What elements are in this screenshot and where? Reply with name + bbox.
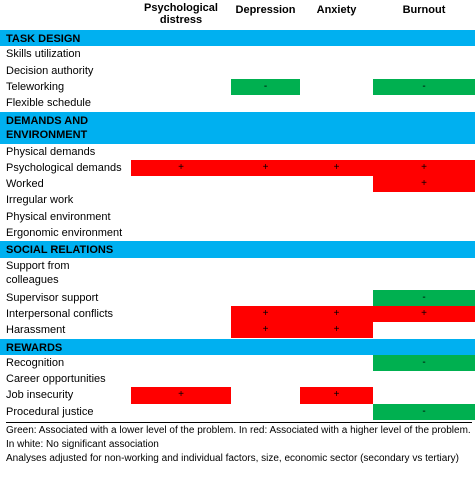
higher-level-cell: + bbox=[300, 387, 373, 404]
lower-level-cell: - bbox=[373, 78, 475, 96]
section-title: DEMANDS AND ENVIRONMENT bbox=[6, 114, 89, 141]
row-label: Skills utilization bbox=[6, 48, 81, 61]
higher-level-cell: + bbox=[373, 159, 475, 177]
lower-level-cell: - bbox=[231, 78, 300, 96]
section-title: SOCIAL RELATIONS bbox=[6, 244, 114, 257]
higher-level-cell: + bbox=[300, 322, 373, 339]
row-label: Procedural justice bbox=[6, 405, 94, 418]
row-label: Irregular work bbox=[6, 194, 74, 207]
table-row: Support from colleagues bbox=[0, 258, 475, 290]
row-label: Teleworking bbox=[6, 80, 65, 93]
header-row: Psychological distress Depression Anxiety B… bbox=[0, 0, 475, 28]
row-label: Physical environment bbox=[6, 210, 111, 223]
table-row: Supervisor support - bbox=[0, 289, 475, 306]
higher-level-cell: + bbox=[131, 387, 231, 404]
table-row: Physical environment bbox=[0, 209, 475, 225]
table-row: Skills utilization bbox=[0, 46, 475, 62]
table-row: Physical demands bbox=[0, 144, 475, 160]
table-row: Psychological demands + + + + bbox=[0, 159, 475, 177]
table-row: Irregular work bbox=[0, 192, 475, 208]
table-footer: Green: Associated with a lower level of … bbox=[6, 424, 472, 466]
higher-level-cell: + bbox=[300, 305, 373, 323]
row-label: Job insecurity bbox=[6, 389, 74, 402]
table-row: Flexible schedule bbox=[0, 95, 475, 111]
higher-level-cell: + bbox=[373, 305, 475, 323]
section-header: SOCIAL RELATIONS bbox=[0, 241, 475, 258]
higher-level-cell: + bbox=[231, 322, 300, 339]
row-label: Flexible schedule bbox=[6, 97, 91, 110]
lower-level-cell: - bbox=[373, 289, 475, 306]
footer-divider bbox=[6, 422, 472, 423]
section-header: DEMANDS AND ENVIRONMENT bbox=[0, 111, 475, 144]
row-label: Recognition bbox=[6, 356, 65, 369]
section-header: REWARDS bbox=[0, 338, 475, 355]
higher-level-cell: + bbox=[131, 159, 231, 177]
column-header: Anxiety bbox=[316, 4, 357, 16]
higher-level-cell: + bbox=[231, 305, 300, 323]
column-header: Depression bbox=[235, 4, 296, 16]
legend-text: Green: Associated with a lower level of … bbox=[6, 425, 471, 450]
row-label: Supervisor support bbox=[6, 291, 99, 304]
table-row: Decision authority bbox=[0, 63, 475, 79]
table-row: Procedural justice - bbox=[0, 403, 475, 420]
row-label: Psychological demands bbox=[6, 161, 122, 174]
section-title: TASK DESIGN bbox=[6, 33, 81, 45]
section-header: TASK DESIGN bbox=[0, 30, 475, 47]
row-label: Decision authority bbox=[6, 64, 94, 77]
higher-level-cell: + bbox=[231, 159, 300, 177]
higher-level-cell: + bbox=[300, 159, 373, 177]
lower-level-cell: - bbox=[373, 403, 475, 420]
table-row: Teleworking - - bbox=[0, 78, 475, 96]
row-label: Worked bbox=[6, 178, 44, 191]
adjustment-note: Analyses adjusted for non-working and in… bbox=[6, 453, 459, 464]
table-row: Recognition - bbox=[0, 354, 475, 372]
row-label: Support from colleagues bbox=[6, 259, 70, 286]
higher-level-cell: + bbox=[373, 176, 475, 193]
row-label: Harassment bbox=[6, 324, 66, 337]
table-row: Worked + bbox=[0, 176, 475, 193]
row-label: Interpersonal conflicts bbox=[6, 307, 113, 320]
row-label: Physical demands bbox=[6, 145, 96, 158]
column-header: Burnout bbox=[402, 4, 446, 16]
lower-level-cell: - bbox=[373, 354, 475, 372]
row-label: Career opportunities bbox=[6, 373, 106, 386]
table-row: Career opportunities bbox=[0, 371, 475, 387]
section-title: REWARDS bbox=[6, 341, 63, 354]
table-row: Ergonomic environment bbox=[0, 225, 475, 241]
column-header: Psychological distress bbox=[144, 2, 218, 26]
table-row: Interpersonal conflicts + + + bbox=[0, 305, 475, 323]
table-row: Job insecurity + + bbox=[0, 387, 475, 404]
table-row: Harassment + + bbox=[0, 322, 475, 339]
row-label: Ergonomic environment bbox=[6, 227, 123, 239]
